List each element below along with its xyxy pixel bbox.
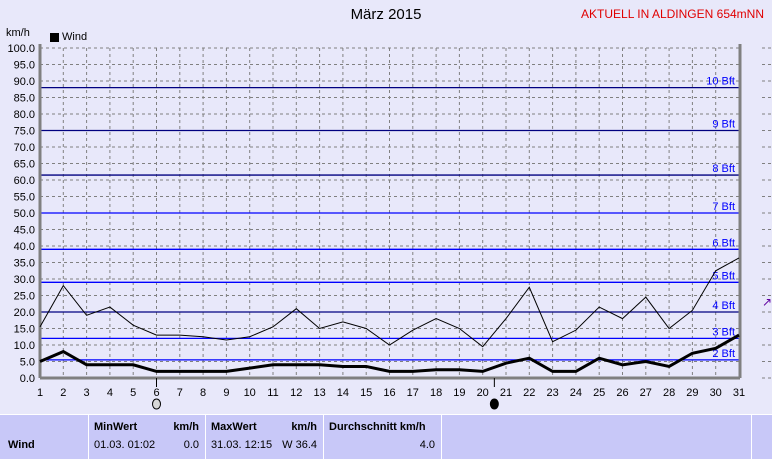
x-tick-label: 21 xyxy=(500,387,512,399)
x-tick-label: 7 xyxy=(177,387,183,399)
row-label: Wind xyxy=(8,439,35,451)
beaufort-label: 2 Bft xyxy=(712,348,735,360)
avg-header: Durchschnitt km/h xyxy=(329,421,426,433)
y-tick-label: 70.0 xyxy=(14,142,35,154)
x-tick-label: 27 xyxy=(640,387,652,399)
max-header: MaxWert xyxy=(211,421,257,433)
beaufort-label: 4 Bft xyxy=(712,300,735,312)
y-tick-label: 10.0 xyxy=(14,340,35,352)
series-line-0 xyxy=(39,257,740,348)
y-tick-label: 20.0 xyxy=(14,307,35,319)
y-tick-label: 65.0 xyxy=(14,159,35,171)
min-value: 0.0 xyxy=(183,439,199,451)
y-tick-label: 75.0 xyxy=(14,126,35,138)
y-tick-label: 95.0 xyxy=(14,60,35,72)
y-tick-label: 90.0 xyxy=(14,76,35,88)
series-line-1 xyxy=(39,333,740,373)
legend: Wind xyxy=(50,31,87,43)
x-tick-label: 17 xyxy=(407,387,419,399)
min-header: MinWert xyxy=(94,421,138,433)
x-tick-label: 5 xyxy=(130,387,136,399)
wind-direction-icon: ↗ xyxy=(762,295,772,309)
x-tick-label: 30 xyxy=(710,387,722,399)
y-tick-label: 50.0 xyxy=(14,208,35,220)
y-tick-label: 45.0 xyxy=(14,225,35,237)
x-tick-label: 29 xyxy=(686,387,698,399)
y-tick-label: 60.0 xyxy=(14,175,35,187)
legend-label: Wind xyxy=(62,31,88,43)
x-tick-label: 9 xyxy=(223,387,229,399)
x-tick-label: 4 xyxy=(107,387,113,399)
legend-swatch xyxy=(50,32,59,42)
x-tick-label: 16 xyxy=(383,387,395,399)
y-tick-label: 40.0 xyxy=(14,241,35,253)
y-tick-label: 85.0 xyxy=(14,93,35,105)
y-tick-label: 0.0 xyxy=(20,373,35,385)
wind-chart: 0.0 5.0 10.0 15.0 20.0 25.0 30.0 35.0 40.0 45.0 50… xyxy=(7,43,772,410)
x-tick-label: 22 xyxy=(523,387,535,399)
new-moon-icon xyxy=(489,398,499,410)
y-tick-label: 25.0 xyxy=(14,291,35,303)
y-tick-label: 35.0 xyxy=(14,258,35,270)
full-moon-icon xyxy=(152,398,161,410)
x-tick-label: 6 xyxy=(153,387,159,399)
y-tick-label: 5.0 xyxy=(20,357,35,369)
y-axis-unit: km/h xyxy=(6,27,30,39)
x-tick-label: 20 xyxy=(477,387,489,399)
x-tick-label: 19 xyxy=(453,387,465,399)
x-tick-label: 8 xyxy=(200,387,206,399)
beaufort-label: 3 Bft xyxy=(712,326,735,338)
x-tick-label: 1 xyxy=(37,387,43,399)
x-tick-label: 28 xyxy=(663,387,675,399)
y-tick-label: 15.0 xyxy=(14,324,35,336)
y-tick-label: 100.0 xyxy=(7,43,35,55)
x-tick-label: 3 xyxy=(84,387,90,399)
max-date: 31.03. 12:15 xyxy=(211,439,273,451)
beaufort-label: 9 Bft xyxy=(712,119,735,131)
min-date: 01.03. 01:02 xyxy=(94,439,156,451)
max-unit: km/h xyxy=(291,421,317,433)
max-value: W 36.4 xyxy=(282,439,317,451)
x-tick-label: 23 xyxy=(546,387,558,399)
x-tick-label: 26 xyxy=(616,387,628,399)
chart-title: März 2015 xyxy=(350,6,422,23)
beaufort-label: 5 Bft xyxy=(712,270,735,282)
beaufort-label: 10 Bft xyxy=(706,76,735,88)
x-tick-label: 18 xyxy=(430,387,442,399)
beaufort-label: 7 Bft xyxy=(712,201,735,213)
x-tick-label: 11 xyxy=(267,387,278,399)
x-tick-label: 10 xyxy=(244,387,256,399)
x-tick-label: 25 xyxy=(593,387,605,399)
x-tick-label: 24 xyxy=(570,387,582,399)
x-tick-label: 12 xyxy=(290,387,302,399)
x-tick-label: 14 xyxy=(337,387,349,399)
beaufort-label: 8 Bft xyxy=(712,163,735,175)
x-tick-label: 2 xyxy=(60,387,66,399)
station-label: AKTUELL IN ALDINGEN 654mNN xyxy=(581,7,764,21)
avg-value: 4.0 xyxy=(419,439,435,451)
x-tick-label: 13 xyxy=(313,387,325,399)
stats-table: Wind MinWert km/h 01.03. 01:02 0.0 MaxWe… xyxy=(0,414,772,459)
beaufort-label: 6 Bft xyxy=(712,237,735,249)
min-unit: km/h xyxy=(173,421,199,433)
y-tick-label: 80.0 xyxy=(14,109,35,121)
y-tick-label: 55.0 xyxy=(14,192,35,204)
y-tick-label: 30.0 xyxy=(14,274,35,286)
x-tick-label: 31 xyxy=(733,387,745,399)
x-tick-label: 15 xyxy=(360,387,372,399)
